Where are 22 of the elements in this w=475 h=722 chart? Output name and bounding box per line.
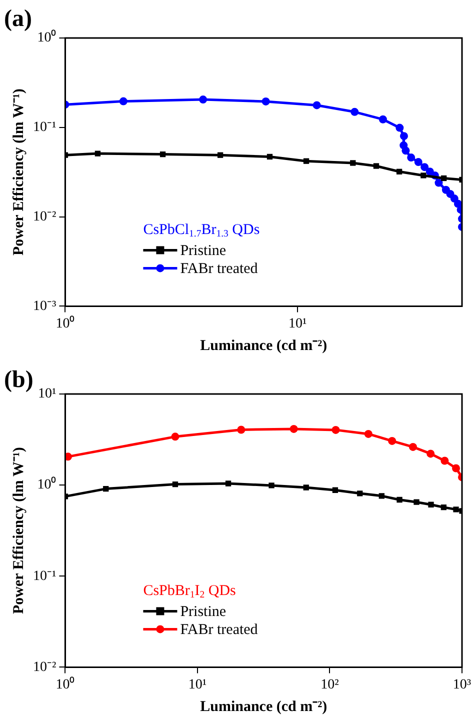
y-axis-title: Power Efficiency (lm W⁻¹) bbox=[10, 88, 27, 256]
x-tick-label: 10³ bbox=[452, 677, 472, 692]
y-tick-label: 10⁻¹ bbox=[32, 120, 56, 136]
y-tick-label: 10⁰ bbox=[37, 476, 56, 493]
x-axis-title: Luminance (cd m⁻²) bbox=[200, 338, 328, 354]
y-tick-label: 10⁻³ bbox=[32, 298, 56, 314]
y-tick-label: 10¹ bbox=[38, 386, 56, 402]
chart-title: (a) bbox=[4, 6, 32, 32]
y-axis-title: Power Efficiency (lm W⁻¹) bbox=[10, 447, 27, 614]
x-axis-title: Luminance (cd m⁻²) bbox=[200, 698, 328, 715]
legend-label: FABr treated bbox=[180, 261, 258, 278]
y-tick-label: 10⁻¹ bbox=[32, 568, 56, 584]
y-tick-label: 10⁻² bbox=[32, 660, 56, 675]
legend-label: FABr treated bbox=[180, 622, 258, 638]
legend-label: Pristine bbox=[180, 243, 226, 260]
y-tick-label: 10⁻² bbox=[32, 209, 56, 224]
chart-title: (b) bbox=[4, 367, 34, 393]
x-tick-label: 10² bbox=[320, 677, 339, 692]
x-tick-label: 10⁰ bbox=[56, 676, 75, 692]
y-tick-label: 10⁰ bbox=[37, 30, 56, 46]
x-tick-label: 10¹ bbox=[188, 677, 207, 692]
legend-label: Pristine bbox=[180, 604, 226, 620]
